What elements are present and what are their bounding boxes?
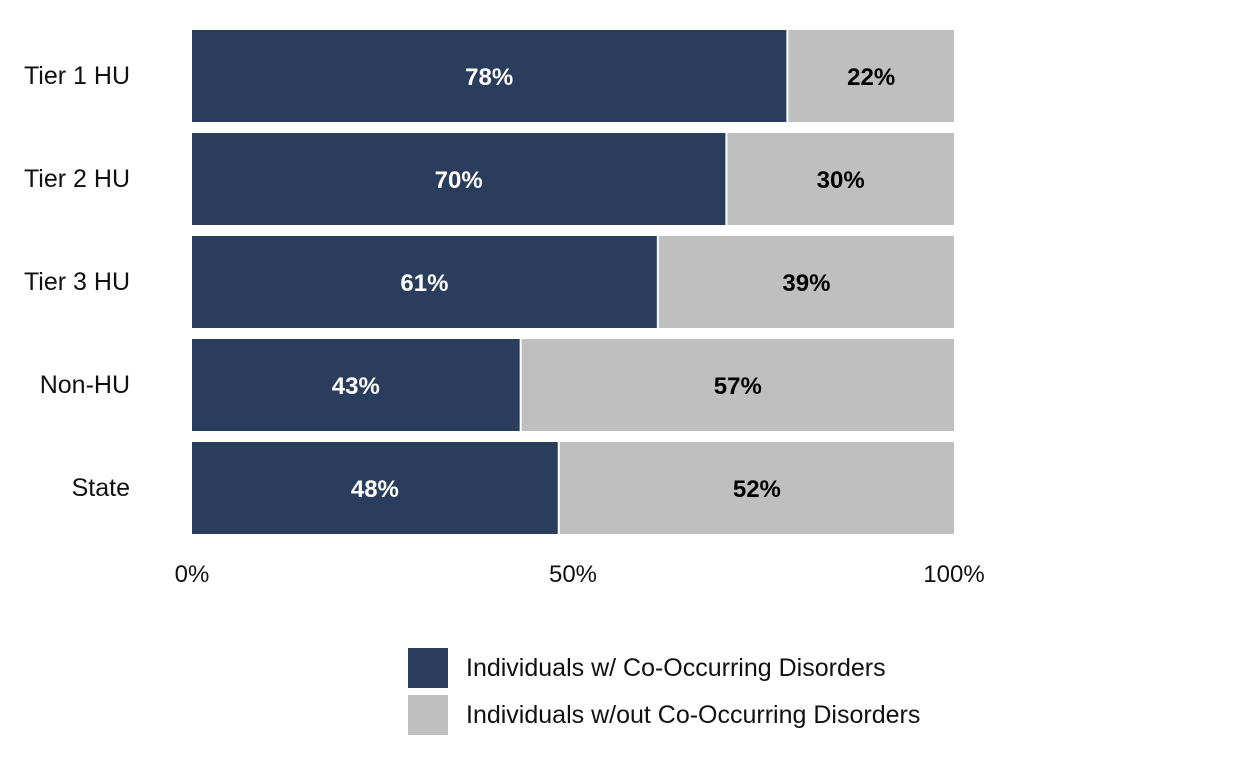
x-tick-label-100: 100% bbox=[923, 561, 984, 588]
bar-segment-state-series-1 bbox=[559, 442, 954, 534]
x-tick-label-0: 0% bbox=[175, 561, 210, 588]
data-label-tier-2-hu-series-0: 70% bbox=[435, 167, 483, 194]
category-label-tier-1-hu: Tier 1 HU bbox=[24, 62, 130, 90]
bars-layer: 78% 22% 70% 30% 61% 39% 43% 57% 48% 52% bbox=[192, 30, 954, 534]
category-label-tier-3-hu: Tier 3 HU bbox=[24, 268, 130, 296]
bar-segment-state-series-0 bbox=[192, 442, 558, 534]
legend-item-with-disorders: Individuals w/ Co-Occurring Disorders bbox=[408, 648, 920, 688]
data-label-state-series-0: 48% bbox=[351, 476, 399, 503]
bar-segment-tier-2-hu-series-0 bbox=[192, 133, 726, 225]
data-label-tier-3-hu-series-1: 39% bbox=[782, 270, 830, 297]
category-label-non-hu: Non-HU bbox=[40, 371, 130, 399]
legend-item-without-disorders: Individuals w/out Co-Occurring Disorders bbox=[408, 695, 920, 735]
stacked-bar-chart: 78% 22% 70% 30% 61% 39% 43% 57% 48% 52% Tier 1 HU… bbox=[24, 30, 985, 588]
bar-segment-tier-3-hu-series-1 bbox=[658, 236, 954, 328]
legend-swatch-without-disorders bbox=[408, 695, 448, 735]
category-label-tier-2-hu: Tier 2 HU bbox=[24, 165, 130, 193]
legend-label-with-disorders: Individuals w/ Co-Occurring Disorders bbox=[466, 653, 886, 682]
x-axis-tick-labels: 0% 50% 100% bbox=[175, 561, 985, 588]
data-label-non-hu-series-0: 43% bbox=[332, 373, 380, 400]
bar-segment-tier-2-hu-series-1 bbox=[727, 133, 954, 225]
x-tick-label-50: 50% bbox=[549, 561, 597, 588]
data-label-tier-1-hu-series-1: 22% bbox=[847, 64, 895, 91]
bar-segment-tier-1-hu-series-0 bbox=[192, 30, 787, 122]
bar-segment-tier-1-hu-series-1 bbox=[788, 30, 954, 122]
category-label-state: State bbox=[72, 474, 130, 502]
data-label-tier-1-hu-series-0: 78% bbox=[465, 64, 513, 91]
bar-segment-tier-3-hu-series-0 bbox=[192, 236, 657, 328]
data-label-state-series-1: 52% bbox=[733, 476, 781, 503]
category-labels: Tier 1 HU Tier 2 HU Tier 3 HU Non-HU State bbox=[24, 62, 130, 502]
bar-segment-non-hu-series-0 bbox=[192, 339, 520, 431]
legend-label-without-disorders: Individuals w/out Co-Occurring Disorders bbox=[466, 700, 921, 729]
legend-swatch-with-disorders bbox=[408, 648, 448, 688]
data-label-non-hu-series-1: 57% bbox=[714, 373, 762, 400]
data-label-tier-2-hu-series-1: 30% bbox=[817, 167, 865, 194]
bar-segment-non-hu-series-1 bbox=[521, 339, 954, 431]
data-label-tier-3-hu-series-0: 61% bbox=[400, 270, 448, 297]
legend: Individuals w/ Co-Occurring Disorders In… bbox=[408, 648, 920, 742]
